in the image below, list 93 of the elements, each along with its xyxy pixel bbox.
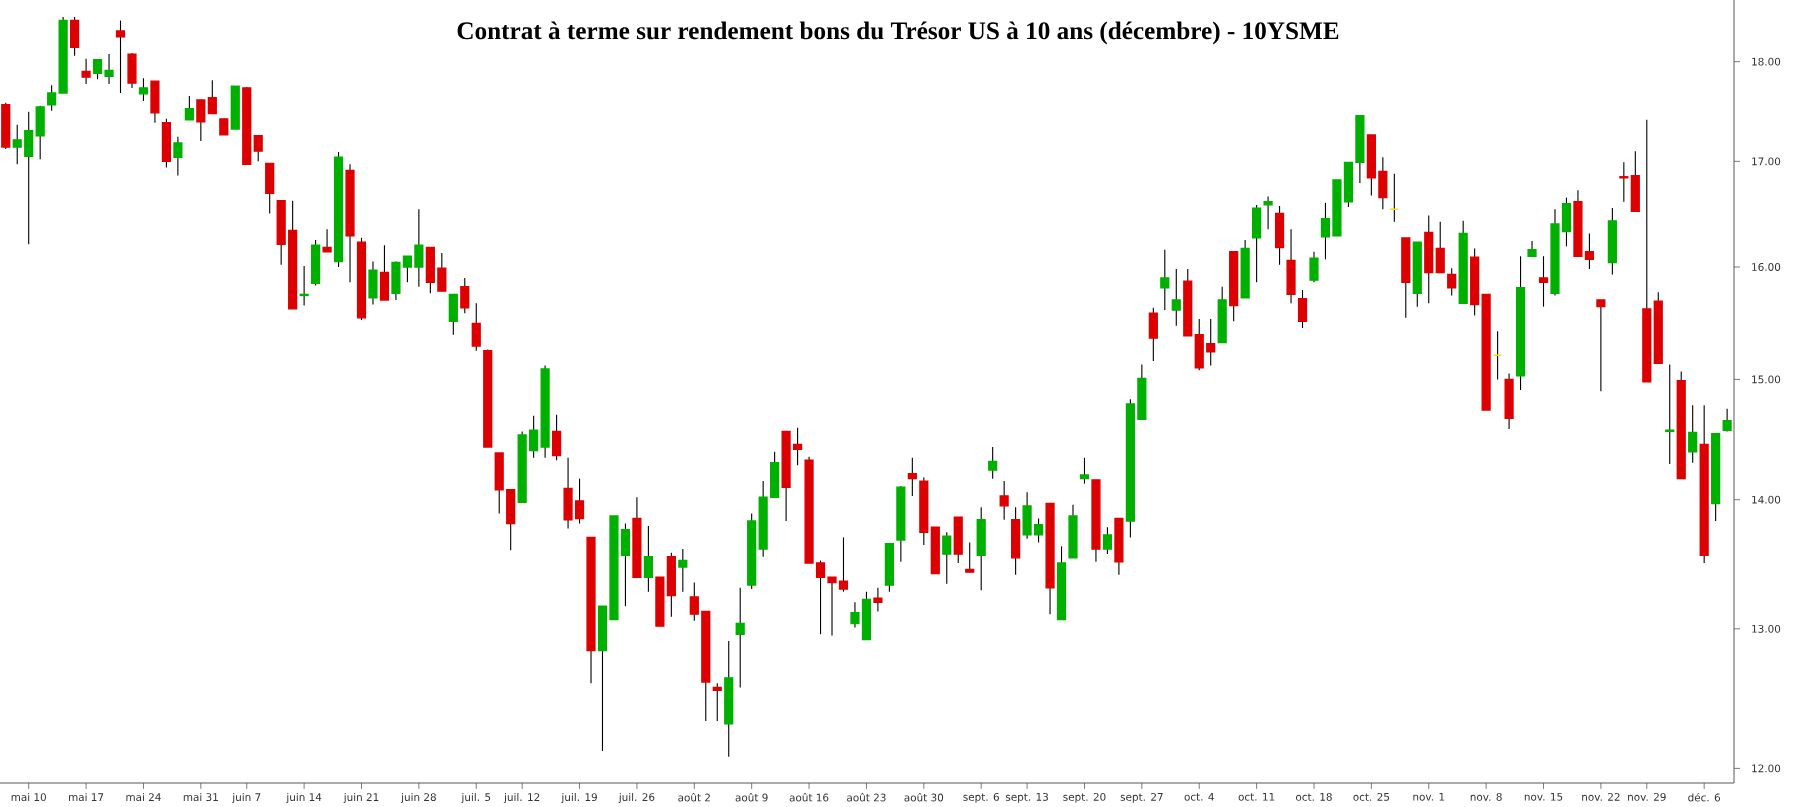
candlestick [942,531,952,585]
candlestick [460,277,470,314]
x-tick-label: juin 14 [286,792,322,804]
candlestick [965,541,975,573]
candlestick [529,415,539,459]
x-tick-label: oct. 18 [1296,792,1332,801]
x-tick-label: juin 28 [400,792,436,804]
candlestick [1527,240,1537,257]
x-tick-label: oct. 25 [1353,792,1390,801]
x-tick-label: août 16 [789,792,829,802]
candlestick [402,255,413,283]
y-tick-label: 17.00 [1752,157,1781,166]
candlestick [437,252,447,292]
candlestick [988,446,998,480]
candlestick [1447,267,1457,297]
candlestick [196,99,206,142]
y-tick-label: 16.00 [1752,263,1781,271]
x-tick-label: mai 10 [11,792,46,802]
x-tick-label: nov. 29 [1628,792,1666,801]
candlestick [574,478,585,525]
candlestick [115,20,126,94]
x-tick-label: août 9 [735,792,768,802]
x-tick-label: juil. 26 [618,792,655,804]
x-tick-label: mai 31 [183,792,218,802]
candlestick [1160,249,1170,311]
candlestick [1538,255,1549,308]
x-tick-label: sept. 27 [1120,792,1163,803]
x-tick-label: juin 7 [232,792,261,804]
candlestick [907,457,917,497]
x-tick-label: juil. 12 [503,792,540,804]
candlestick [1309,251,1319,283]
candlestick [873,587,883,613]
candlestick [850,601,860,629]
candlestick [1171,268,1181,327]
candlestick [184,95,194,121]
candlestick [999,480,1009,521]
candlestick [253,135,263,162]
candlestick [207,79,217,115]
candlestick [12,124,22,165]
candlestick [1206,318,1216,367]
candlestick [47,84,57,112]
candlestick [735,587,745,688]
candlestick [1263,196,1273,230]
y-tick-label: 12.00 [1752,764,1781,773]
candlestick [1297,289,1308,329]
x-tick-label: nov. 15 [1524,792,1563,801]
x-tick-label: août 30 [904,792,944,802]
x-tick-label: sept. 6 [963,792,999,803]
y-tick-label: 13.00 [1752,624,1781,633]
x-tick-label: mai 17 [69,792,104,802]
candlestick [92,59,103,80]
x-tick-label: nov. 22 [1582,792,1620,801]
candlestick [1033,517,1044,544]
candlestick [1102,526,1113,555]
x-tick-label: nov. 8 [1470,792,1502,801]
candlestick [414,208,424,288]
candlestick [678,548,688,593]
x-tick-label: nov. 1 [1413,792,1445,801]
x-tick-label: sept. 13 [1005,792,1048,803]
candlestick [815,559,826,635]
candlestick [471,302,481,352]
x-tick-label: déc. 6 [1688,792,1721,802]
y-tick-label: 15.00 [1752,375,1781,384]
y-tick-label: 18.00 [1752,57,1781,66]
x-tick-label: juil. 5 [461,792,491,804]
x-tick-label: juin 21 [343,792,379,804]
x-tick-label: août 23 [847,792,886,802]
x-tick-label: oct. 4 [1184,792,1214,801]
candlestick [689,581,699,622]
candlestick [1435,221,1445,274]
candlestick [173,136,183,177]
x-tick-label: août 2 [678,792,710,802]
candlestick [1665,363,1675,465]
y-tick-label: 14.00 [1752,495,1781,504]
candlestick [81,58,91,85]
x-tick-label: mai 24 [126,792,161,802]
candlestick [1584,232,1595,270]
x-tick-label: sept. 20 [1063,792,1106,803]
candlestick [322,228,332,253]
candlestick [1320,202,1331,260]
candlestick [138,77,149,102]
candlestick [104,53,114,85]
candlestick [643,525,653,593]
candlestick [838,536,849,593]
candlestick [1079,457,1090,485]
candlestick [827,576,837,637]
x-tick-label: oct. 11 [1238,792,1275,801]
candlestick [1688,404,1698,464]
candlestick [1596,299,1606,392]
text: Contrat à terme sur rendement bons du Trésor US à 10 ans (décembre) - 10YSME [457,21,1339,45]
candlestick [712,682,722,722]
x-tick-label: juil. 19 [561,792,597,804]
candlestick [792,427,803,466]
